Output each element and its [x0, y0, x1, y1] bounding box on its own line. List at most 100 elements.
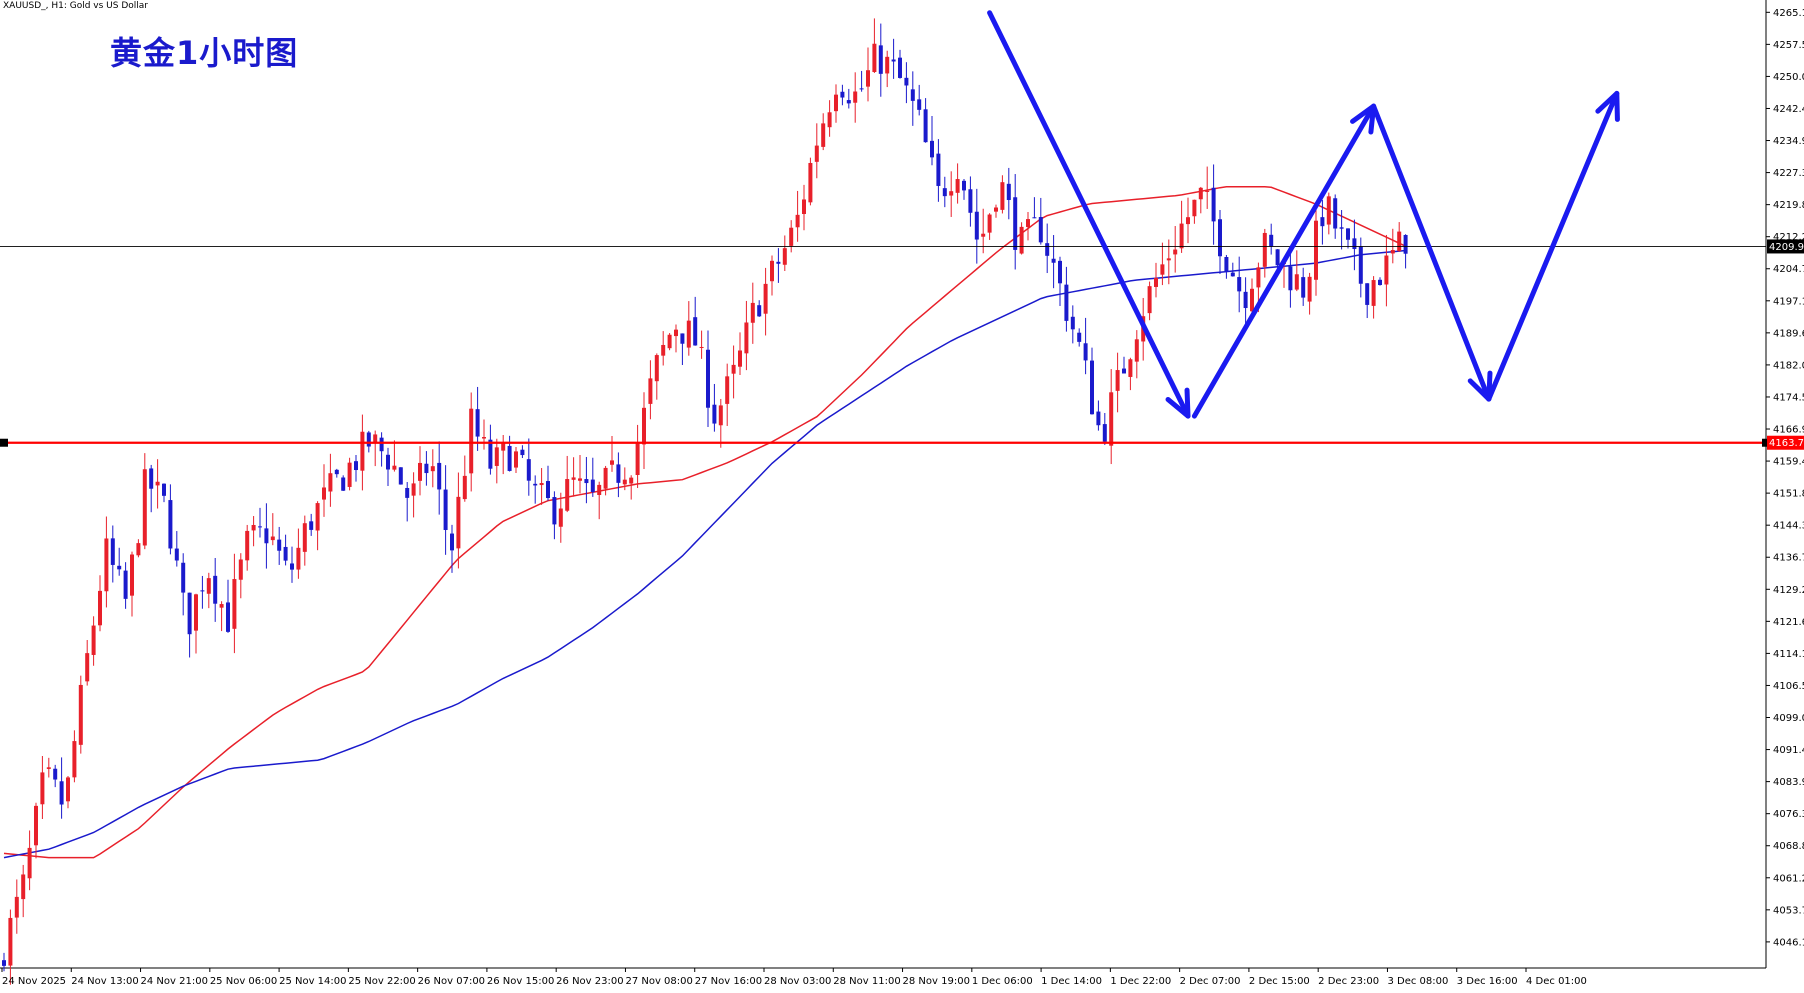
candle-body	[1365, 283, 1370, 305]
candle-body	[1186, 217, 1190, 225]
candle-body	[296, 547, 301, 570]
price-tick-label: 4265.10	[1773, 8, 1804, 19]
candle-body	[654, 355, 659, 382]
candle-body	[859, 88, 864, 90]
time-tick-label: 1 Dec 22:00	[1110, 976, 1171, 987]
price-tick-label: 4061.25	[1773, 873, 1804, 884]
candle-body	[264, 528, 269, 544]
candle-body	[699, 346, 704, 348]
candle-body	[706, 349, 710, 408]
candle-body	[750, 302, 755, 323]
candle-body	[1090, 360, 1094, 415]
candle-body	[1339, 227, 1344, 229]
candle-body	[1288, 266, 1293, 291]
candle-body	[334, 469, 339, 475]
candle-body	[27, 847, 32, 879]
candle-body	[1198, 187, 1203, 200]
candle-body	[174, 548, 179, 561]
time-tick-label: 26 Nov 15:00	[487, 976, 554, 987]
candle-body	[1192, 199, 1197, 217]
price-tick-label: 4136.75	[1773, 553, 1804, 564]
candle-body	[1038, 217, 1043, 243]
candle-body	[418, 462, 422, 481]
candle-body	[834, 94, 838, 112]
candle-body	[603, 467, 608, 489]
candle-body	[1352, 238, 1357, 250]
trend-arrow-head	[1165, 387, 1191, 419]
candle-body	[1358, 246, 1363, 284]
candle-body	[725, 376, 730, 404]
candle-body	[392, 465, 397, 470]
candle-body	[53, 768, 58, 780]
candle-body	[360, 431, 365, 471]
candle-body	[757, 305, 762, 317]
candle-body	[91, 625, 96, 655]
support-handle-left	[0, 438, 8, 447]
candle-body	[1122, 368, 1126, 374]
candle-body	[232, 579, 237, 629]
price-tick-label: 4083.90	[1773, 777, 1804, 788]
candle-body	[942, 188, 947, 197]
candle-body	[923, 109, 928, 143]
candle-body	[424, 463, 429, 474]
candle-body	[405, 487, 410, 498]
candle-body	[635, 443, 640, 476]
candle-body	[290, 563, 294, 570]
candle-body	[8, 917, 13, 966]
candle-body	[258, 526, 262, 528]
candle-body	[808, 162, 813, 203]
candle-body	[770, 260, 774, 282]
symbol-label: XAUUSD_, H1: Gold vs US Dollar	[3, 1, 148, 11]
candle-body	[1160, 264, 1165, 275]
candle-body	[782, 248, 787, 265]
candle-body	[123, 570, 128, 599]
candle-body	[558, 508, 563, 527]
candle-body	[763, 283, 768, 314]
candle-body	[302, 523, 307, 552]
candle-body	[315, 503, 320, 531]
candle-body	[341, 477, 346, 491]
candle-body	[482, 437, 486, 439]
candle-body	[85, 653, 90, 682]
price-tick-label: 4227.35	[1773, 168, 1804, 179]
candle-body	[501, 442, 506, 451]
candle-body	[219, 604, 224, 608]
candle-body	[981, 233, 986, 237]
price-tick-label: 4076.35	[1773, 809, 1804, 820]
candle-body	[597, 484, 602, 496]
candle-body	[322, 487, 326, 500]
candle-body	[494, 447, 499, 466]
candle-body	[59, 781, 64, 805]
price-tick-label: 4106.55	[1773, 681, 1804, 692]
candle-body	[136, 543, 141, 556]
candle-body	[1019, 226, 1024, 254]
candle-body	[430, 466, 435, 472]
candle-body	[1397, 231, 1402, 252]
candle-body	[648, 378, 653, 404]
price-tick-label: 4182.05	[1773, 360, 1804, 371]
trend-arrow	[1371, 103, 1492, 402]
candle-body	[744, 322, 749, 354]
candle-body	[584, 479, 589, 484]
trend-arrow	[987, 10, 1191, 419]
candle-body	[1314, 220, 1318, 280]
candle-body	[1064, 284, 1069, 321]
candle-body	[1205, 190, 1210, 192]
candle-body	[456, 496, 461, 549]
candle-body	[1147, 286, 1152, 314]
candle-body	[968, 189, 973, 213]
time-tick-label: 1 Dec 06:00	[972, 976, 1033, 987]
candle-body	[1058, 260, 1062, 284]
candle-body	[1166, 258, 1171, 261]
candle-body	[917, 99, 922, 110]
price-tick-label: 4121.65	[1773, 617, 1804, 628]
candle-body	[283, 546, 288, 561]
price-tick-label: 4129.20	[1773, 585, 1804, 596]
time-tick-label: 25 Nov 06:00	[210, 976, 277, 987]
candle-body	[213, 575, 218, 604]
price-tick-label: 4166.95	[1773, 425, 1804, 436]
candle-body	[1211, 187, 1216, 222]
